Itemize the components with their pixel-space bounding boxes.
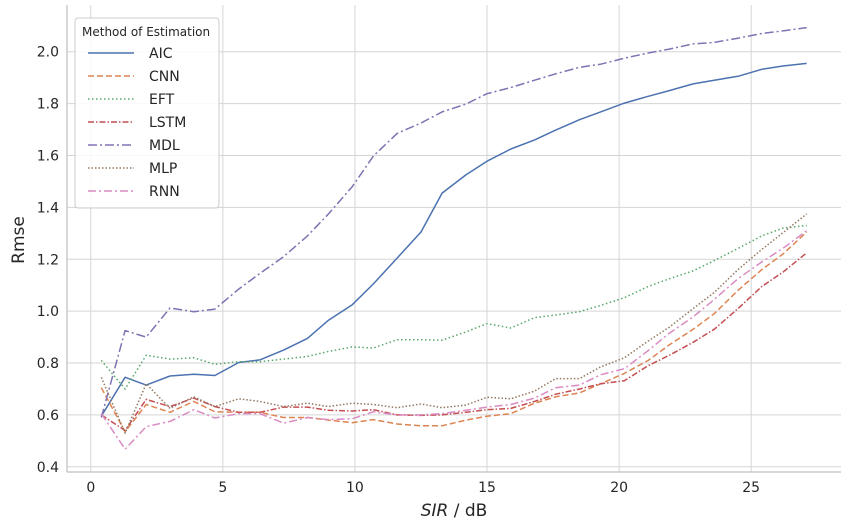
y-tick-label: 1.2 — [37, 252, 59, 268]
tick-labels: 0 5 10 15 20 25 0.4 0.6 0.8 1.0 1.2 1.4 1.6 1.8 2.0 — [37, 45, 760, 496]
series-line-aic — [100, 62, 807, 417]
y-tick-label: 1.6 — [37, 148, 59, 164]
legend-label-mdl: MDL — [149, 138, 180, 154]
x-axis-label-rest: / dB — [448, 501, 487, 521]
series-line-mdl — [100, 26, 807, 418]
legend-label-eft: EFT — [149, 92, 175, 108]
x-axis-label: SIR / dB — [421, 501, 488, 521]
legend-box — [74, 17, 220, 209]
legend: Method of Estimation AIC CNN EFT LSTM MDL MLP… — [74, 17, 220, 209]
x-tick-label: 25 — [742, 480, 760, 496]
x-axis-label-italic: SIR — [421, 501, 449, 521]
legend-items: AIC CNN EFT LSTM MDL MLP RNN — [88, 46, 186, 200]
legend-label-lstm: LSTM — [149, 115, 186, 131]
x-tick-label: 20 — [610, 480, 628, 496]
series-line-lstm — [100, 252, 808, 432]
series-lines — [100, 26, 808, 450]
x-tick-label: 5 — [218, 480, 227, 496]
y-axis-label: Rmse — [9, 216, 29, 264]
legend-label-mlp: MLP — [149, 161, 177, 177]
legend-label-cnn: CNN — [149, 69, 180, 85]
series-line-cnn — [100, 231, 808, 433]
y-tick-label: 0.4 — [37, 460, 59, 476]
y-tick-label: 0.8 — [37, 356, 59, 372]
y-tick-label: 2.0 — [37, 45, 59, 61]
legend-label-rnn: RNN — [149, 184, 180, 200]
y-tick-label: 1.4 — [37, 200, 59, 216]
legend-title: Method of Estimation — [82, 25, 210, 39]
series-line-eft — [100, 224, 807, 390]
y-tick-label: 0.6 — [37, 408, 59, 424]
x-tick-label: 10 — [346, 480, 364, 496]
x-tick-label: 0 — [86, 480, 95, 496]
axes — [66, 5, 841, 473]
legend-label-aic: AIC — [149, 46, 173, 62]
x-tick-label: 15 — [478, 480, 496, 496]
y-tick-label: 1.8 — [37, 97, 59, 113]
y-tick-label: 1.0 — [37, 304, 59, 320]
series-line-rnn — [100, 230, 808, 450]
series-line-mlp — [100, 213, 808, 434]
